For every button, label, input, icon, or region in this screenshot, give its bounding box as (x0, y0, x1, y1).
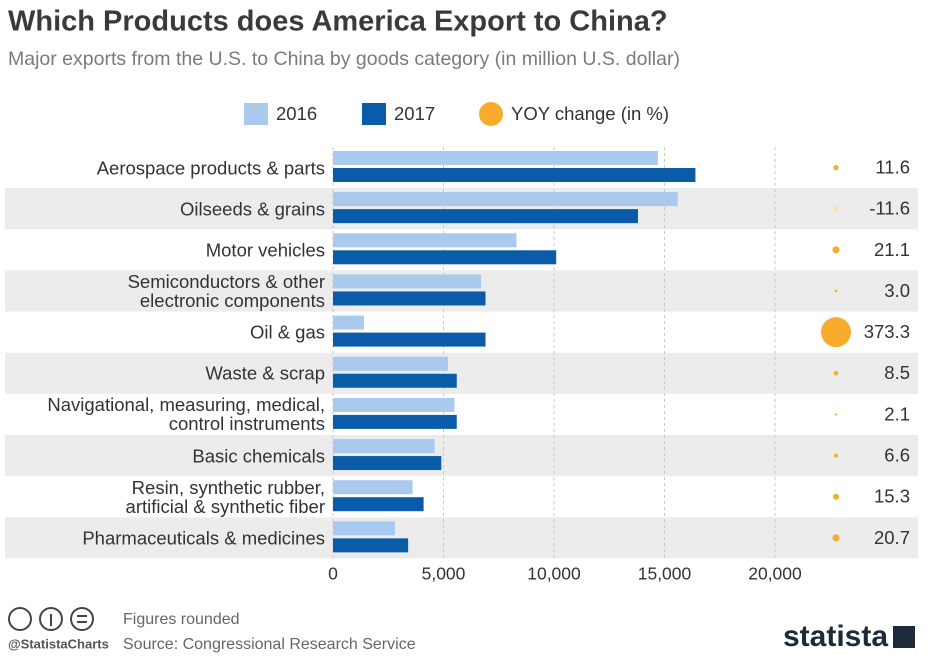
x-tick-label: 5,000 (422, 564, 466, 584)
x-tick-label: 0 (328, 564, 338, 584)
bubble-label: 2.1 (884, 403, 910, 424)
legend-label: 2017 (394, 103, 435, 124)
bubble (833, 164, 839, 171)
legend-swatch (479, 102, 503, 126)
legend-swatch (244, 103, 268, 125)
legend: 2016 2017 YOY change (in %) (244, 102, 669, 126)
category-label: Waste & scrap (205, 362, 325, 384)
bubble-label: 11.6 (875, 156, 910, 177)
bar (333, 456, 442, 471)
chart-subtitle: Major exports from the U.S. to China by … (8, 48, 680, 70)
bubble-label: 15.3 (874, 486, 910, 507)
cc-icons (8, 607, 94, 631)
bar (333, 480, 413, 495)
x-tick-label: 15,000 (638, 564, 692, 584)
bar (333, 356, 448, 371)
bar (333, 168, 696, 182)
bubble-label: 373.3 (864, 321, 910, 342)
bar (333, 414, 457, 429)
bubble (832, 534, 840, 542)
bar (333, 497, 424, 512)
row-band (5, 435, 918, 477)
bubble (833, 371, 839, 376)
bar (333, 192, 678, 207)
brand-icon (893, 626, 915, 648)
bar (333, 209, 638, 224)
bar (333, 233, 517, 248)
bubble-label: 3.0 (884, 280, 910, 301)
legend-label: YOY change (in %) (511, 103, 669, 124)
bubble (834, 413, 838, 416)
brand: statista (783, 620, 888, 653)
bubble (833, 206, 839, 212)
row-band (5, 517, 918, 559)
bar (333, 397, 455, 412)
bubble (834, 289, 838, 293)
bubble (821, 317, 851, 348)
legend-swatch (362, 103, 386, 125)
x-tick-label: 10,000 (527, 564, 581, 584)
category-label: Pharmaceuticals & medicines (82, 527, 325, 549)
category-label: Motor vehicles (205, 239, 325, 261)
category-label: Aerospace products & parts (96, 157, 325, 179)
category-label: Basic chemicals (192, 445, 325, 467)
bar (333, 315, 364, 330)
bar (333, 439, 435, 454)
chart-title: Which Products does America Export to Ch… (8, 6, 668, 38)
bubble (832, 246, 840, 254)
x-tick-label: 20,000 (748, 564, 802, 584)
bubble-label: 21.1 (874, 239, 910, 260)
bubble-label: 6.6 (884, 445, 910, 466)
note: Figures rounded (123, 611, 240, 628)
bar (333, 373, 457, 388)
credit: @StatistaCharts (8, 636, 109, 651)
row-band (5, 352, 918, 394)
category-label: Navigational, measuring, medical, contro… (47, 394, 325, 435)
bar (333, 291, 486, 306)
category-label: Semiconductors & other electronic compon… (127, 271, 325, 312)
bar (333, 151, 658, 165)
bar (333, 332, 486, 347)
category-label: Oil & gas (249, 321, 325, 343)
bubble (832, 493, 840, 500)
source: Source: Congressional Research Service (123, 636, 416, 653)
legend-label: 2016 (276, 103, 317, 124)
bubble-label: -11.6 (869, 198, 910, 219)
bubble-label: 20.7 (874, 527, 910, 548)
bar (333, 538, 409, 553)
bubble (834, 453, 838, 458)
bubble-label: 8.5 (884, 362, 910, 383)
category-label: Resin, synthetic rubber, artificial & sy… (125, 476, 325, 517)
bar (333, 250, 557, 265)
bar (333, 521, 395, 536)
bar (333, 274, 482, 289)
category-label: Oilseeds & grains (180, 198, 325, 220)
